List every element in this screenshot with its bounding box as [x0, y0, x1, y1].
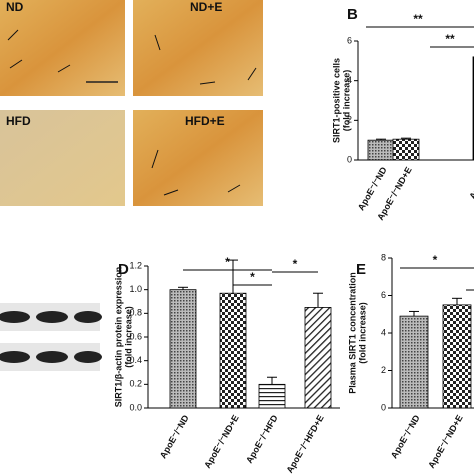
bar [258, 383, 286, 409]
panel-letter: D [118, 261, 129, 278]
significance-label: ** [445, 32, 455, 46]
micrograph [0, 110, 125, 206]
y-tick-label: 6 [347, 35, 352, 45]
bar [367, 139, 395, 161]
blot-band [36, 311, 68, 323]
y-tick-label: 0.4 [129, 355, 142, 365]
x-tick-label: ApoE⁻/⁻HFD+E [284, 413, 325, 474]
arrow [199, 81, 216, 85]
blot-band [0, 351, 30, 363]
bar [169, 289, 197, 409]
micrograph-label: HFD [6, 114, 31, 128]
y-tick-label: 2 [381, 365, 386, 375]
arrow [9, 59, 23, 69]
significance-label: * [293, 257, 298, 271]
y-tick-label: 4 [381, 327, 386, 337]
significance-label: * [250, 270, 255, 284]
panel-letter: E [356, 261, 366, 278]
western-blot [0, 303, 102, 371]
panel-letter: B [347, 6, 358, 23]
x-tick-label: ApoE⁻/⁻ND+E [202, 413, 241, 470]
micrograph [133, 0, 263, 96]
bar [219, 292, 247, 409]
y-axis-label: (fold increase) [341, 70, 351, 132]
significance-label: ** [413, 12, 423, 26]
y-axis-label: (fold increase) [357, 302, 367, 364]
y-tick-label: 0.0 [129, 402, 142, 412]
arrow [154, 34, 161, 51]
micrograph [133, 110, 263, 206]
arrow [247, 67, 257, 81]
x-tick-label: ApoE⁻/⁻ND+E [426, 413, 465, 470]
bar [392, 138, 420, 161]
micrographs: ND ND+E HFD HFD+E [0, 0, 263, 206]
y-tick-label: 6 [381, 290, 386, 300]
micrograph-label: ND [6, 0, 24, 14]
y-tick-label: 0.8 [129, 308, 142, 318]
y-axis-label: SIRT1-positive cells [331, 58, 341, 143]
arrow [227, 184, 241, 193]
blot-band [74, 311, 102, 323]
arrow [151, 149, 159, 169]
y-tick-label: 0.6 [129, 331, 142, 341]
x-tick-label: ApoE⁻/⁻ [467, 165, 474, 201]
y-tick-label: 2 [347, 115, 352, 125]
arrow [7, 29, 19, 41]
significance-label: * [225, 255, 230, 269]
micrograph-label: ND+E [190, 0, 222, 14]
y-tick-label: 0 [347, 154, 352, 164]
blot-band [36, 351, 68, 363]
micrograph-label: HFD+E [185, 114, 225, 128]
arrows [7, 29, 257, 196]
blot-band [74, 351, 102, 363]
bar [399, 315, 429, 409]
y-tick-label: 0.2 [129, 379, 142, 389]
x-tick-label: ApoE⁻/⁻ND [389, 413, 422, 460]
bar [304, 307, 332, 409]
x-tick-label: ApoE⁻/⁻ND [158, 413, 191, 460]
arrow [163, 189, 179, 196]
arrow [57, 64, 71, 73]
y-tick-label: 8 [381, 252, 386, 262]
y-tick-label: 4 [347, 75, 352, 85]
bar [442, 304, 472, 409]
x-tick-label: ApoE⁻/⁻HFD [244, 413, 280, 465]
micrograph [0, 0, 125, 96]
y-tick-label: 1.0 [129, 284, 142, 294]
significance-label: * [433, 253, 438, 267]
y-axis-label: Plasma SIRT1 concentration [347, 272, 357, 394]
y-axis-label: (fold increase) [123, 306, 133, 368]
y-tick-label: 1.2 [129, 260, 142, 270]
blot-band [0, 311, 30, 323]
y-tick-label: 0 [381, 402, 386, 412]
y-axis-label: SIRT1/β-actin protein expression [113, 267, 123, 408]
